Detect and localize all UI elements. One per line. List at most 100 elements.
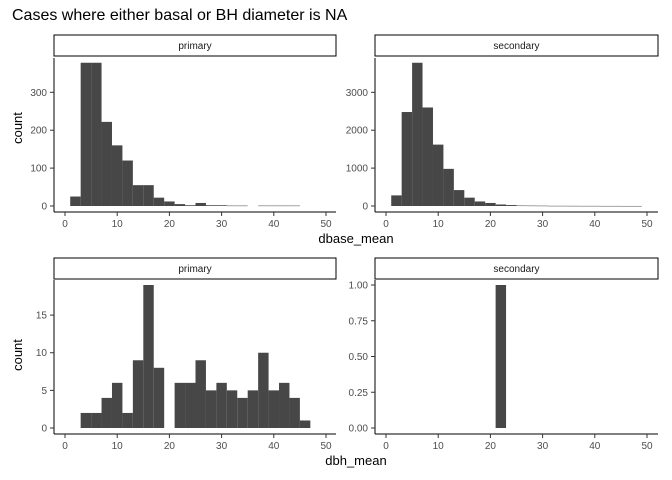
- facet-strip-label: primary: [178, 41, 211, 52]
- histogram-bar: [495, 285, 507, 428]
- histogram-bar: [132, 360, 144, 428]
- histogram-bar: [610, 205, 621, 207]
- histogram-bar: [401, 112, 413, 206]
- histogram-bar: [122, 160, 133, 206]
- x-tick-label: 30: [216, 441, 228, 452]
- row2-ylabel: count: [10, 339, 25, 371]
- y-tick-label: 5: [41, 386, 47, 397]
- histogram-bar: [195, 202, 206, 206]
- x-tick-label: 10: [433, 441, 445, 452]
- y-tick-label: 1.00: [349, 281, 369, 292]
- histogram-bar: [205, 390, 217, 428]
- histogram-bar: [101, 121, 112, 206]
- x-tick-label: 50: [641, 219, 653, 230]
- x-tick-label: 40: [589, 441, 601, 452]
- facet-strip: [53, 34, 337, 57]
- histogram-bar: [226, 390, 238, 428]
- histogram-bar: [412, 62, 423, 206]
- histogram-bar: [101, 397, 112, 428]
- panel-dbh_mean-primary: primary 0 10 20 30 40 50 0 5 10 15: [36, 257, 337, 452]
- histogram-bar: [289, 397, 300, 428]
- histogram-bar: [391, 195, 402, 206]
- histogram-bar: [185, 382, 196, 428]
- histogram-bar: [537, 205, 548, 207]
- histogram-bar: [600, 205, 611, 207]
- histogram-bar: [153, 367, 165, 428]
- x-tick-label: 50: [320, 219, 332, 230]
- x-tick-label: 40: [268, 441, 280, 452]
- histogram-bar: [299, 420, 311, 428]
- x-tick-label: 0: [383, 219, 389, 230]
- histogram-bar: [216, 382, 227, 428]
- histogram-bar: [153, 197, 165, 206]
- y-tick-label: 1000: [346, 164, 369, 175]
- y-tick-label: 2000: [346, 126, 369, 137]
- histogram-bar: [620, 205, 632, 207]
- y-tick-label: 0: [41, 424, 47, 435]
- facet-strip: [53, 257, 337, 280]
- facet-strip-label: secondary: [493, 41, 539, 52]
- histogram-bar: [453, 190, 465, 206]
- x-tick-label: 20: [485, 441, 497, 452]
- row1-ylabel: count: [10, 112, 25, 144]
- x-tick-label: 10: [112, 219, 124, 230]
- x-tick-label: 10: [112, 441, 124, 452]
- y-tick-label: 0.00: [349, 424, 369, 435]
- histogram-bar: [80, 412, 92, 428]
- histogram-bar: [111, 382, 123, 428]
- y-tick-label: 0.75: [349, 316, 369, 327]
- histogram-bar: [579, 205, 590, 207]
- y-tick-label: 0: [362, 202, 368, 213]
- x-tick-label: 40: [268, 219, 280, 230]
- x-tick-label: 20: [485, 219, 497, 230]
- facet-strip-label: primary: [178, 264, 211, 275]
- histogram-bar: [268, 390, 280, 428]
- y-tick-label: 300: [30, 88, 47, 99]
- histogram-bar: [422, 107, 433, 206]
- histogram-bar: [185, 205, 196, 206]
- histogram-bar: [432, 144, 444, 206]
- x-tick-label: 0: [383, 441, 389, 452]
- histogram-bar: [195, 360, 206, 428]
- histogram-bar: [568, 205, 580, 207]
- histogram-bar: [526, 205, 538, 207]
- histogram-bar: [258, 205, 269, 207]
- y-tick-label: 200: [30, 126, 47, 137]
- histogram-bar: [122, 412, 133, 428]
- y-tick-label: 100: [30, 164, 47, 175]
- histogram-bar: [143, 285, 154, 428]
- panel-dbh_mean-secondary: secondary 0 10 20 30 40 50 0.00 0.25 0.50 0.75 1.00: [349, 257, 659, 452]
- y-tick-label: 3000: [346, 88, 369, 99]
- facet-strip: [374, 257, 659, 280]
- histogram-bar: [547, 205, 559, 207]
- x-tick-label: 50: [320, 441, 332, 452]
- histogram-bar: [91, 412, 102, 428]
- x-tick-label: 20: [164, 219, 176, 230]
- y-tick-label: 15: [36, 311, 48, 322]
- histogram-bar: [247, 390, 259, 428]
- histogram-bar: [279, 382, 290, 428]
- x-tick-label: 10: [433, 219, 445, 230]
- histogram-bar: [516, 205, 527, 207]
- y-tick-label: 0.25: [349, 388, 369, 399]
- histogram-bar: [226, 205, 238, 207]
- histogram-bar: [132, 185, 144, 206]
- histogram-bar: [174, 382, 186, 428]
- y-tick-label: 0.50: [349, 352, 369, 363]
- figure-title: Cases where either basal or BH diameter …: [12, 7, 348, 24]
- x-tick-label: 0: [62, 219, 68, 230]
- histogram-bar: [91, 62, 102, 206]
- facet-strip: [374, 34, 659, 57]
- histogram-bar: [506, 205, 517, 206]
- histogram-bar: [268, 205, 280, 207]
- histogram-bar: [216, 205, 227, 206]
- histogram-bar: [485, 202, 496, 206]
- x-tick-label: 30: [537, 219, 549, 230]
- x-tick-label: 0: [62, 441, 68, 452]
- histogram-bar: [443, 168, 454, 206]
- x-tick-label: 30: [537, 441, 549, 452]
- histogram-bar: [631, 205, 642, 207]
- histogram-bar: [164, 201, 175, 206]
- y-tick-label: 0: [41, 202, 47, 213]
